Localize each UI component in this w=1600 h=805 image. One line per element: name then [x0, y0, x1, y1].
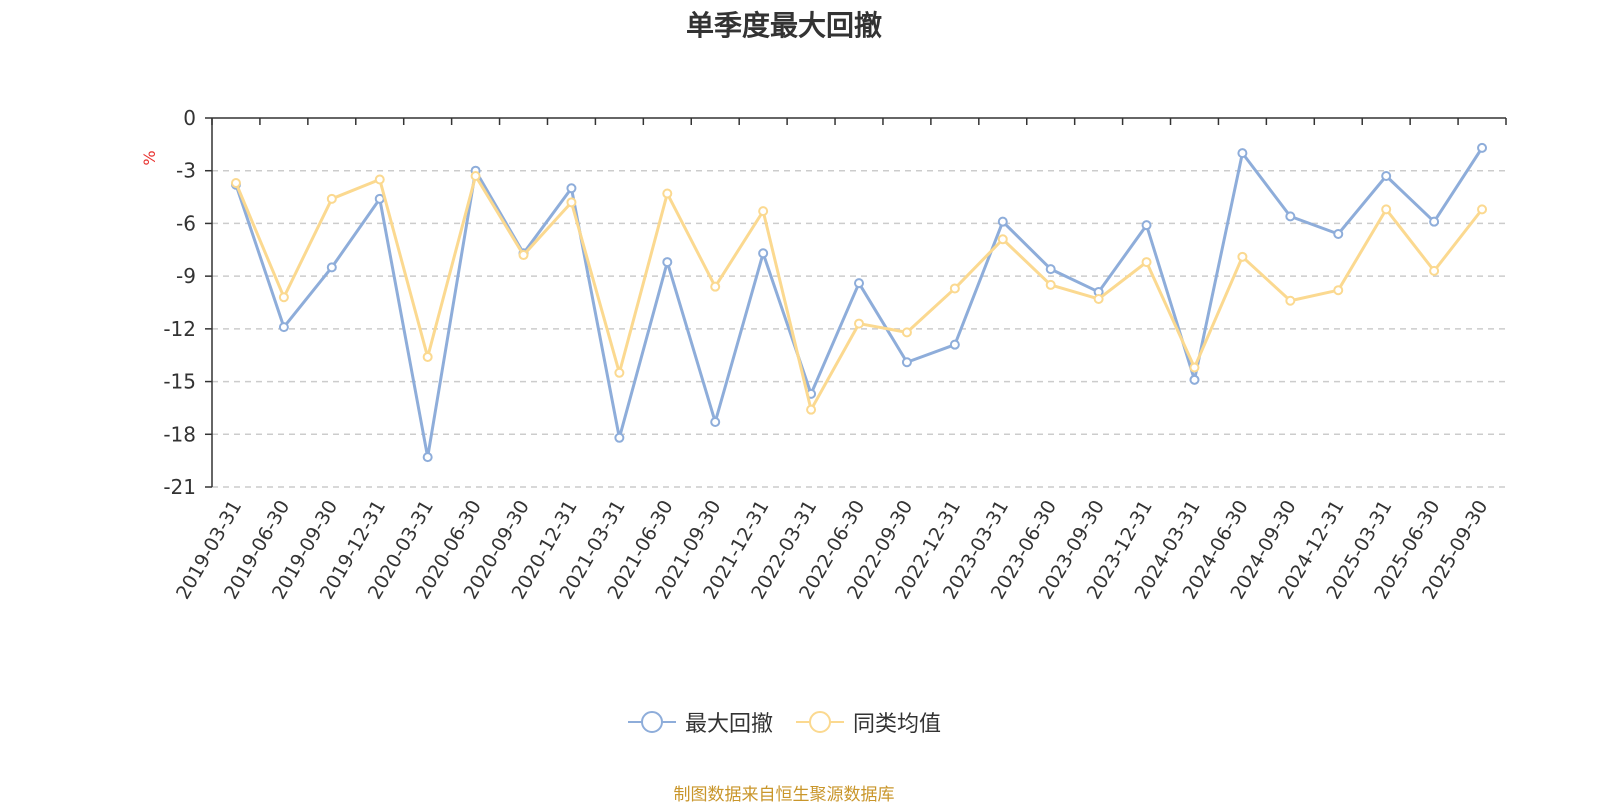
data-point	[374, 193, 385, 204]
data-point	[662, 257, 673, 268]
data-point	[1237, 148, 1248, 159]
legend: 最大回撤 同类均值	[0, 706, 1568, 738]
data-point	[1477, 142, 1488, 153]
data-point	[662, 188, 673, 199]
data-point	[710, 416, 721, 427]
data-point	[1381, 204, 1392, 215]
data-point	[1477, 204, 1488, 215]
y-tick-label: -15	[163, 370, 196, 394]
data-point	[806, 404, 817, 415]
data-point	[326, 262, 337, 273]
data-point	[566, 183, 577, 194]
data-point	[1045, 264, 1056, 275]
series-line-2	[234, 174, 1484, 412]
data-point	[1045, 279, 1056, 290]
y-tick-label: -6	[176, 211, 196, 235]
data-point	[1237, 251, 1248, 262]
data-point	[1333, 285, 1344, 296]
legend-item[interactable]: 最大回撤	[627, 706, 773, 738]
y-tick-label: 0	[183, 106, 196, 130]
data-point	[901, 327, 912, 338]
data-point	[278, 322, 289, 333]
data-point	[422, 351, 433, 362]
data-point	[1189, 374, 1200, 385]
data-point	[614, 367, 625, 378]
legend-label: 最大回撤	[684, 712, 773, 737]
data-point	[1381, 170, 1392, 181]
y-tick-label: -21	[163, 475, 196, 499]
data-point	[566, 197, 577, 208]
data-point	[278, 292, 289, 303]
data-point	[230, 178, 241, 189]
data-point	[326, 193, 337, 204]
data-point	[374, 174, 385, 185]
y-axis-label: %	[140, 150, 159, 165]
data-point	[854, 318, 864, 329]
data-point	[518, 250, 529, 261]
data-point	[1141, 257, 1152, 268]
data-point	[1429, 216, 1440, 227]
y-tick-label: -18	[163, 422, 196, 446]
y-tick-label: -3	[176, 159, 196, 183]
data-point	[997, 234, 1008, 245]
data-point	[949, 283, 960, 294]
legend-label: 同类均值	[853, 712, 942, 737]
legend-item[interactable]: 同类均值	[795, 706, 941, 738]
data-point	[1285, 211, 1296, 222]
data-point	[614, 432, 625, 443]
data-point	[901, 357, 912, 368]
data-point	[1189, 362, 1200, 373]
legend-swatch	[796, 711, 844, 733]
series-line-1	[234, 147, 1484, 459]
data-point	[1429, 265, 1440, 276]
data-point	[1285, 295, 1296, 306]
y-tick-label: -12	[163, 317, 196, 341]
data-point	[470, 170, 481, 181]
legend-swatch	[627, 711, 676, 733]
chart-title: 单季度最大回撤	[685, 9, 882, 42]
data-point	[854, 278, 864, 289]
data-point	[758, 248, 769, 259]
data-point	[1333, 228, 1344, 239]
data-point	[997, 216, 1008, 227]
data-point	[949, 339, 960, 350]
data-point	[758, 206, 769, 217]
data-point	[710, 281, 721, 292]
data-point	[422, 452, 433, 463]
data-point	[1141, 220, 1152, 231]
y-tick-label: -9	[176, 264, 196, 288]
source-note: 制图数据来自恒生聚源数据库	[673, 785, 895, 805]
data-point	[1093, 293, 1104, 304]
